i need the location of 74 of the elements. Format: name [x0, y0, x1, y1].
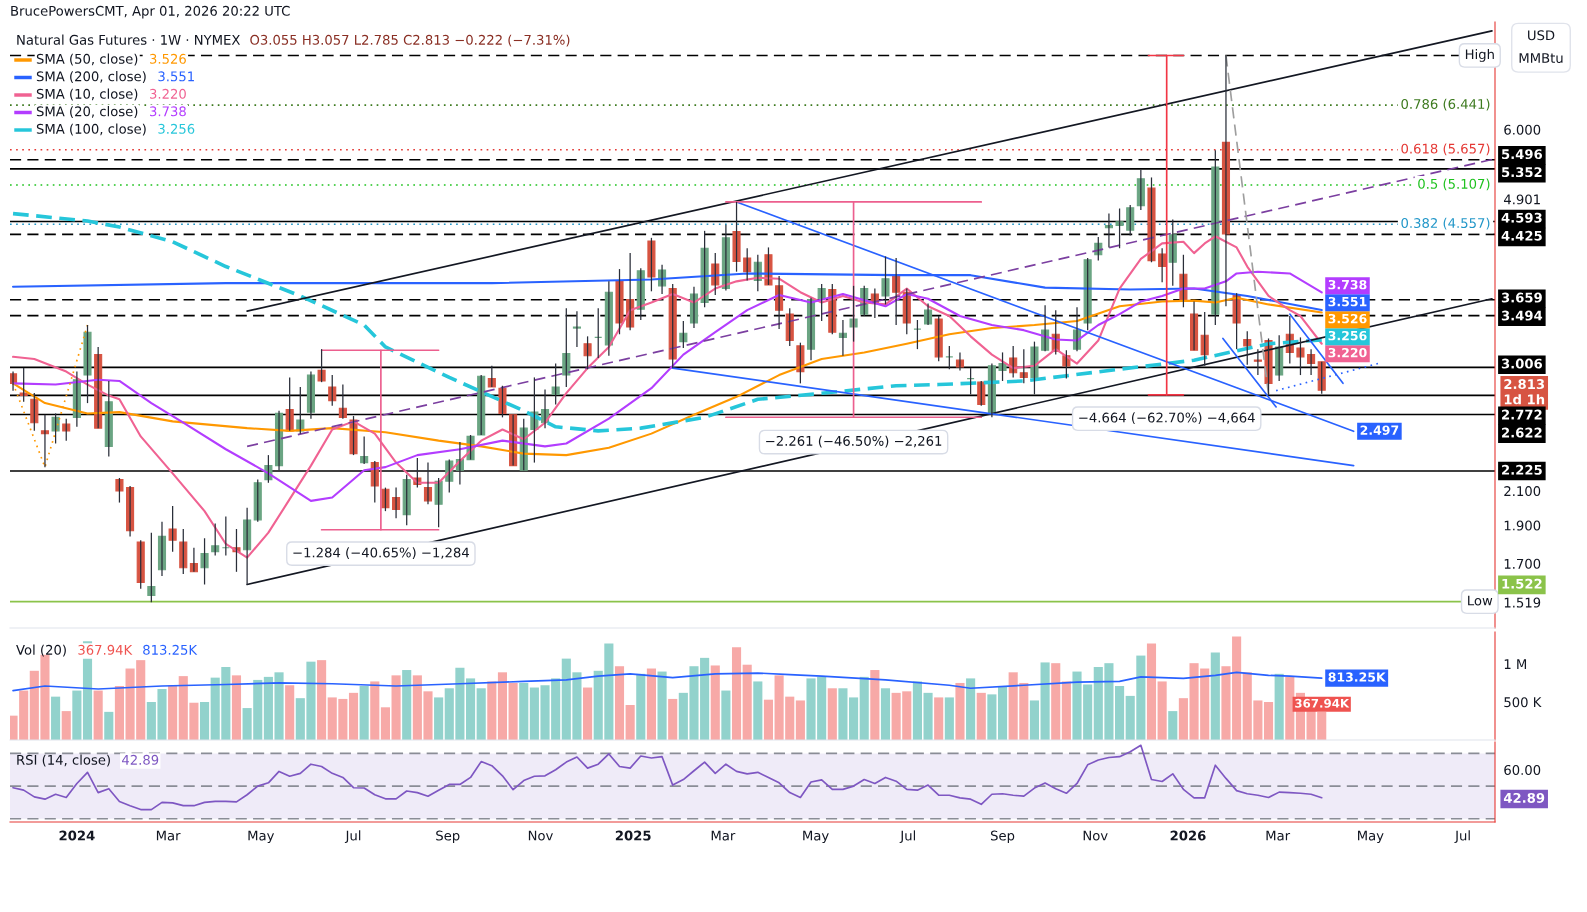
text: Vol (20): [16, 644, 66, 657]
y-tick-label: 6.000: [1504, 124, 1541, 135]
x-tick-label: Mar: [1266, 830, 1291, 841]
ref-line-label: 4.425: [1501, 230, 1542, 241]
x-tick-label: Mar: [711, 830, 736, 841]
data-label: 813.25K: [1328, 672, 1387, 682]
ref-line-label: 3.006: [1501, 358, 1543, 369]
legend-label: SMA (50, close): [36, 53, 138, 66]
x-tick-label: Nov: [1083, 830, 1108, 841]
y-tick-label: 1 M: [1504, 659, 1527, 669]
y-tick-label: 42.89: [1503, 792, 1545, 803]
text: 3.526: [150, 53, 186, 64]
legend-label: SMA (20, close): [36, 106, 138, 118]
ref-line-label: 1.522: [1502, 578, 1542, 589]
annotation: High: [1465, 49, 1494, 62]
x-tick-label: May: [248, 830, 275, 844]
data-label: 3.220: [1328, 347, 1367, 358]
text: 3.738: [150, 106, 186, 117]
annotation: −4.664 (−62.70%) −4,664: [1079, 412, 1255, 425]
text: 3.256: [158, 123, 195, 134]
ref-line-label: 2.772: [1502, 409, 1542, 420]
x-tick-label: Mar: [156, 830, 181, 841]
text: RSI (14, close): [17, 754, 110, 767]
y-tick-label: 2.100: [1504, 486, 1541, 497]
x-tick-label: May: [1358, 830, 1384, 844]
x-tick-label: 2024: [59, 830, 95, 841]
data-label: 2.497: [1360, 425, 1399, 435]
x-tick-label: Nov: [528, 830, 553, 841]
annotation: −2.261 (−46.50%) −2,261: [766, 435, 942, 448]
x-tick-label: Sep: [990, 830, 1015, 844]
y-tick-label: 1.900: [1504, 520, 1541, 531]
ref-line-label: 3.494: [1501, 310, 1543, 321]
y-tick-label: 1.519: [1504, 597, 1541, 608]
y-axis-title: USD MMBtu: [1519, 30, 1563, 64]
x-tick-label: May: [803, 830, 829, 844]
ref-line-label: 5.352: [1502, 167, 1542, 178]
legend-label: SMA (100, close): [36, 123, 146, 136]
text: Natural Gas Futures · 1W · NYMEX: [17, 34, 240, 45]
ref-line-label: 5.496: [1502, 149, 1543, 160]
ref-line-label: 0.382 (4.557): [1401, 217, 1490, 230]
text: BrucePowersCMT, Apr 01, 2026 20:22 UTC: [11, 5, 290, 19]
x-tick-label: Jul: [899, 830, 916, 843]
ref-line-label: 2.622: [1502, 427, 1542, 438]
data-label: 3.738: [1328, 279, 1367, 290]
ref-line-label: 0.5 (5.107): [1418, 178, 1490, 191]
annotation: 42.89: [122, 754, 159, 765]
text: 3.551: [158, 71, 194, 82]
data-label: 3.551: [1328, 296, 1367, 307]
text: O3.055 H3.057 L2.785 C2.813 −0.222 (−7.31%): [250, 34, 570, 47]
y-tick-label: 500 K: [1504, 697, 1542, 708]
ref-line-label: 4.593: [1501, 212, 1542, 223]
annotation: Low: [1468, 595, 1493, 606]
x-tick-label: 2025: [615, 830, 651, 841]
y-tick-label: 1.700: [1504, 558, 1541, 569]
x-tick-label: Jul: [1454, 830, 1470, 843]
annotation: −1.284 (−40.65%) −1,284: [293, 547, 469, 560]
text: 3.220: [150, 88, 186, 99]
ref-line-label: 0.618 (5.657): [1401, 143, 1490, 156]
data-label: 3.256: [1328, 330, 1367, 341]
y-tick-label: 2.813 1d 1h: [1504, 379, 1545, 405]
y-tick-label: 4.901: [1503, 194, 1540, 205]
ref-line-label: 3.659: [1501, 292, 1542, 303]
x-tick-label: Sep: [436, 830, 460, 844]
annotation: 367.94K: [78, 644, 133, 655]
annotation: 813.25K: [143, 644, 198, 655]
ref-line-label: 2.225: [1502, 464, 1542, 475]
data-label: 367.94K: [1295, 698, 1350, 708]
ref-line-label: 0.786 (6.441): [1401, 98, 1490, 111]
legend-label: SMA (200, close): [36, 71, 146, 83]
x-tick-label: 2026: [1170, 830, 1206, 841]
legend-label: SMA (10, close): [36, 88, 138, 101]
y-tick-label: 60.00: [1504, 764, 1541, 775]
data-label: 3.526: [1328, 313, 1367, 324]
x-tick-label: Jul: [344, 830, 361, 843]
